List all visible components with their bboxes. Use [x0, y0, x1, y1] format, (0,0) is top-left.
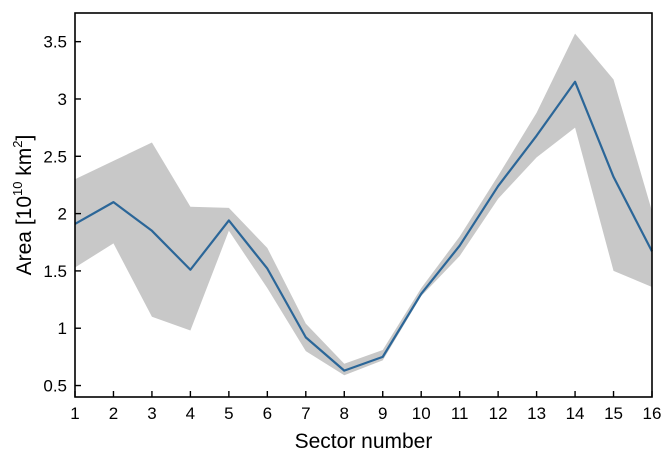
- x-axis-title: Sector number: [295, 430, 433, 453]
- uncertainty-band: [75, 33, 652, 376]
- x-tick-label: 7: [301, 404, 310, 423]
- y-tick-label: 1: [58, 319, 67, 338]
- x-tick-label: 13: [527, 404, 546, 423]
- y-tick-label: 2: [58, 205, 67, 224]
- x-tick-label: 2: [109, 404, 118, 423]
- y-axis-title-part: km: [13, 148, 36, 182]
- x-tick-label: 11: [451, 404, 469, 423]
- x-tick-label: 9: [378, 404, 387, 423]
- x-tick-label: 14: [566, 404, 585, 423]
- x-tick-label: 16: [643, 404, 662, 423]
- series-line-layer: [74, 80, 653, 372]
- x-tick-label: 3: [147, 404, 156, 423]
- y-axis-title-part: Area [10: [13, 196, 36, 275]
- x-tick-label: 5: [224, 404, 233, 423]
- y-axis-ticks: 0.5 1 1.5 2 2.5 3 3.5: [43, 33, 81, 396]
- x-axis-ticks: 1 2 3 4 5 6 7 8 9 10 11 12 13 14 15 16: [70, 391, 661, 423]
- y-axis-title-exponent: 10: [10, 182, 25, 196]
- y-axis-title-exponent: 2: [10, 140, 25, 147]
- x-tick-label: 4: [186, 404, 195, 423]
- y-tick-label: 3.5: [43, 33, 67, 52]
- y-axis-title-part: ]: [13, 135, 36, 141]
- y-axis-title: Area [1010 km2]: [10, 135, 36, 276]
- x-tick-label: 10: [412, 404, 431, 423]
- y-tick-label: 2.5: [43, 147, 67, 166]
- y-tick-label: 0.5: [43, 377, 67, 396]
- x-tick-label: 1: [70, 404, 79, 423]
- uncertainty-band-layer: [75, 33, 652, 376]
- x-tick-label: 15: [604, 404, 623, 423]
- series-line: [74, 80, 653, 372]
- x-tick-label: 12: [489, 404, 508, 423]
- x-tick-label: 6: [263, 404, 272, 423]
- y-tick-label: 1.5: [43, 262, 67, 281]
- y-tick-label: 3: [58, 90, 67, 109]
- plot-frame: [74, 12, 653, 398]
- x-tick-label: 8: [340, 404, 349, 423]
